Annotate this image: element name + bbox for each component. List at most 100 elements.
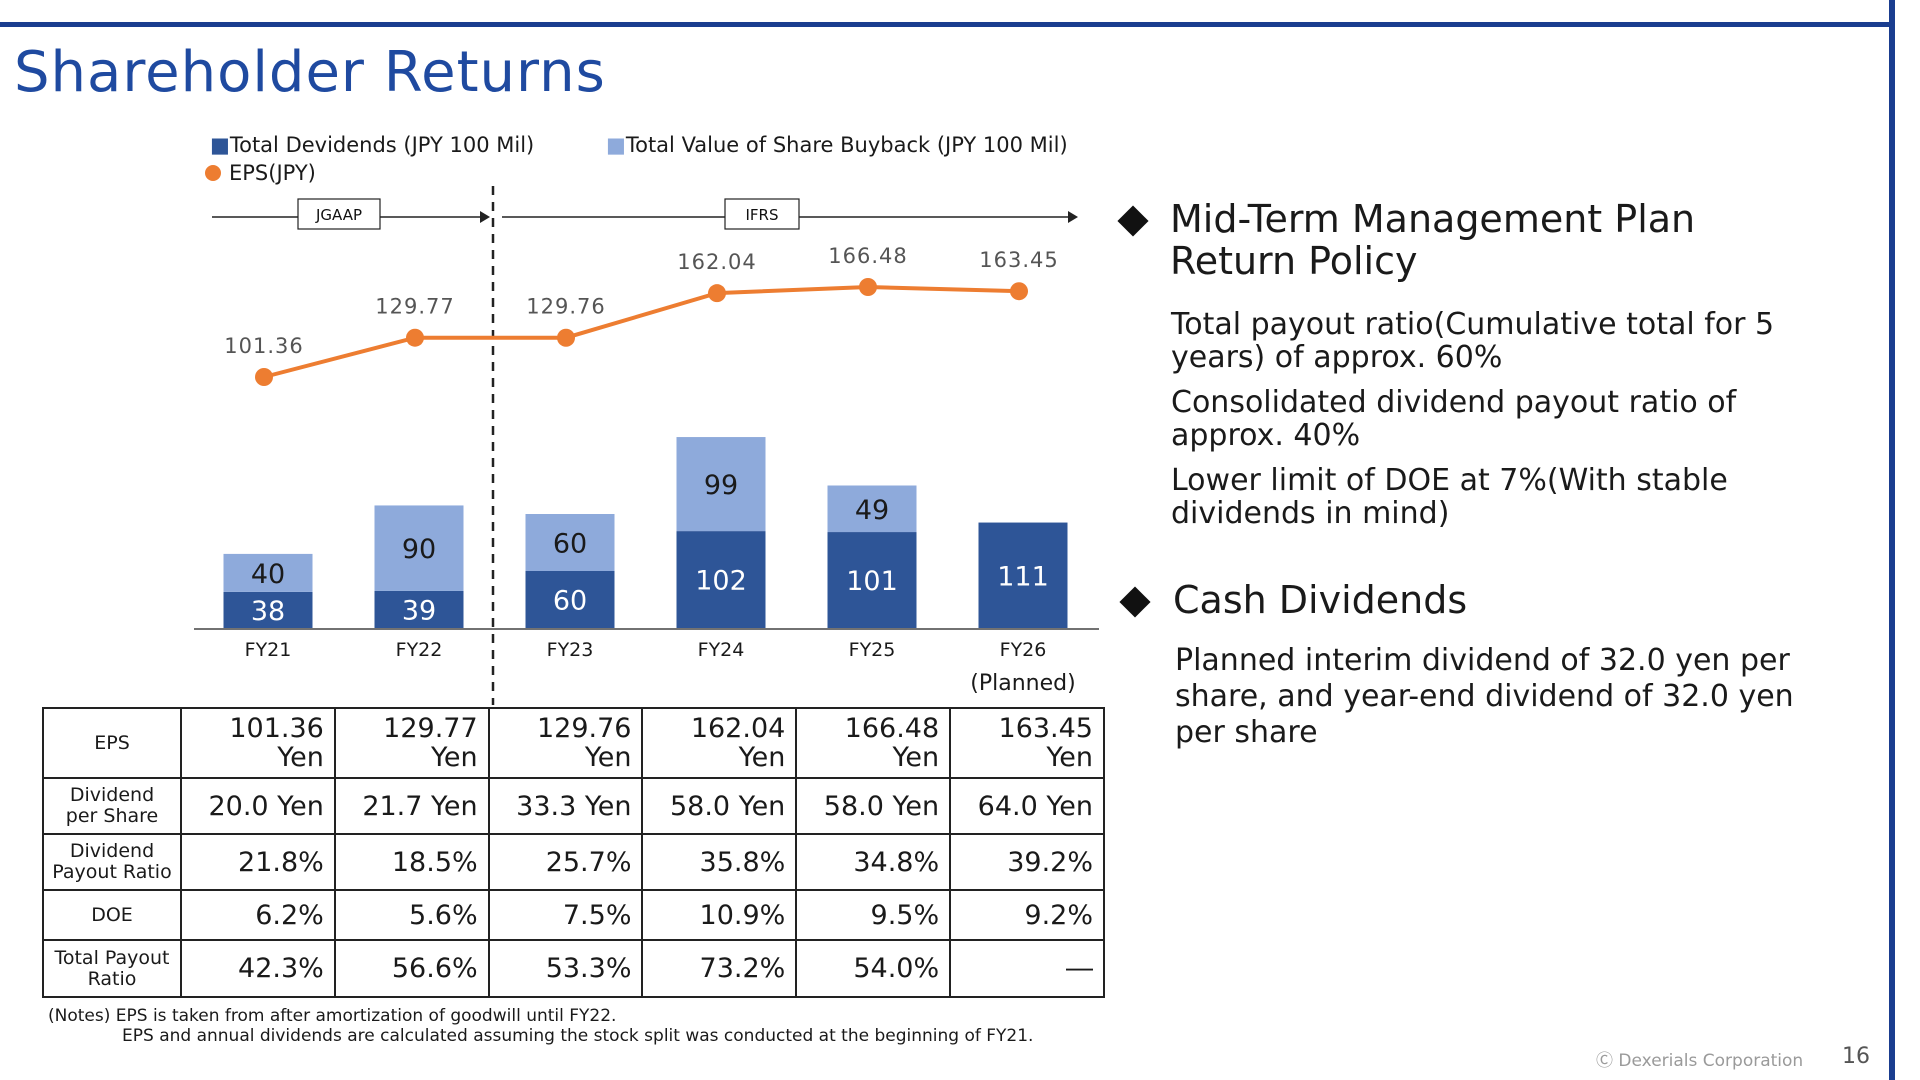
legend-text: Total Value of Share Buyback (JPY 100 Mi… — [625, 133, 1068, 157]
cell-text: 25.7% — [545, 846, 632, 878]
eps-label: 162.04 — [677, 250, 756, 274]
table-cell: 5.6% — [333, 889, 490, 941]
table-cell: 33.3 Yen — [487, 777, 644, 835]
table-cell: 18.5% — [333, 833, 490, 891]
table-cell: 20.0 Yen — [180, 777, 336, 835]
page-number: 16 — [1842, 1044, 1870, 1069]
legend-eps-marker — [205, 165, 221, 181]
bar-buyback — [223, 553, 313, 592]
cell-text: 6.2% — [255, 899, 324, 931]
cell-text: 5.6% — [409, 899, 478, 931]
policy-item-3-line-2: dividends in mind) — [1171, 496, 1450, 531]
policy-item-1-line-1: Total payout ratio(Cumulative total for … — [1171, 307, 1775, 342]
eps-line — [263, 284, 1020, 379]
row-header: DOE — [42, 889, 182, 941]
eps-label: 129.77 — [375, 295, 454, 319]
x-tick-label: FY23 — [547, 639, 594, 661]
policy-heading-line-1: Mid-Term Management Plan — [1170, 197, 1696, 241]
row-header-line: EPS — [94, 731, 130, 754]
cell-text: 73.2% — [699, 953, 786, 984]
cell-text: Yen — [431, 742, 478, 773]
eps-point — [557, 328, 575, 347]
bar-dividends — [223, 591, 313, 628]
returns-table: EPS 101.36 Yen 129.77 Yen 129.76 Yen 162.04 Yen 1… — [42, 707, 1105, 998]
cash-line-1: Planned interim dividend of 32.0 yen per — [1175, 643, 1790, 678]
diamond-bullet-icon — [1119, 586, 1151, 618]
table-cell: 34.8% — [795, 833, 952, 891]
bar-dividends-label: 102 — [695, 566, 747, 597]
table-cell: 6.2% — [180, 889, 336, 941]
policy-item-2-line-1: Consolidated dividend payout ratio of — [1171, 385, 1737, 420]
cell-text: 101.36 — [229, 713, 324, 744]
table-cell: 25.7% — [487, 833, 644, 891]
row-header-line: Ratio — [87, 967, 137, 990]
cash-heading: Cash Dividends — [1173, 578, 1468, 622]
era-box — [724, 198, 800, 230]
policy-item-2-line-2: approx. 40% — [1171, 418, 1361, 453]
table-cell: 58.0 Yen — [795, 777, 952, 835]
bar-dividends — [827, 532, 917, 628]
eps-label: 129.76 — [526, 295, 605, 319]
x-tick-note: (Planned) — [970, 671, 1075, 696]
table-cell: 42.3% — [180, 939, 336, 998]
bar-dividends — [978, 522, 1068, 628]
cell-text: 166.48 — [844, 713, 940, 744]
bar-dividends — [676, 531, 766, 628]
table-cell: 166.48 Yen — [795, 707, 952, 779]
row-header-line: per Share — [65, 805, 159, 827]
shareholder-returns-chart: JGAAP IFRS 38 40 39 90 60 60 102 99 101 49 111 FY21 FY… — [194, 186, 1099, 705]
bar-dividends — [374, 590, 464, 628]
table-cell: 129.77 Yen — [333, 707, 490, 779]
eps-point — [406, 328, 424, 347]
cash-line-3: per share — [1175, 715, 1318, 750]
table-cell: 39.2% — [949, 833, 1105, 891]
x-tick-label: FY22 — [396, 639, 443, 661]
table-cell: 35.8% — [641, 833, 798, 891]
eps-label: 101.36 — [224, 334, 303, 358]
cell-text: 58.0 Yen — [669, 790, 786, 822]
cell-text: Yen — [1046, 742, 1093, 773]
era-label: IFRS — [746, 206, 779, 224]
cell-text: 7.5% — [562, 899, 632, 931]
cell-text: Yen — [277, 742, 324, 773]
table-cell: 162.04 Yen — [641, 707, 798, 779]
table-cell: 101.36 Yen — [180, 707, 336, 779]
cell-text: 33.3 Yen — [516, 790, 632, 822]
notes-line-2: EPS and annual dividends are calculated … — [122, 1026, 1034, 1046]
table-cell: 64.0 Yen — [949, 777, 1105, 835]
era-label: JGAAP — [315, 206, 362, 224]
cell-text: 21.8% — [238, 846, 324, 878]
bar-buyback-label: 90 — [402, 534, 436, 565]
x-tick-label: FY24 — [698, 639, 745, 661]
row-header-line: Dividend — [69, 784, 155, 806]
cell-text: 9.2% — [1024, 899, 1093, 931]
table-cell: 58.0 Yen — [641, 777, 798, 835]
table-cell: 129.76 Yen — [487, 707, 644, 779]
eps-point — [255, 368, 273, 386]
table-row: DOE 6.2% 5.6% 7.5% 10.9% 9.5% 9.2% — [42, 889, 1105, 941]
table-row: Dividend per Share 20.0 Yen 21.7 Yen 33.3 Ye… — [42, 777, 1105, 835]
table-cell: 21.8% — [180, 833, 336, 891]
right-accent-line — [1889, 0, 1895, 1080]
legend-dividends: ■Total Devidends (JPY 100 Mil) — [210, 133, 534, 157]
cell-text: 53.3% — [545, 953, 632, 984]
bar-buyback-label: 49 — [855, 495, 889, 526]
cell-text: 42.3% — [238, 953, 324, 984]
cell-text: ― — [1066, 953, 1093, 984]
row-header: Dividend Payout Ratio — [42, 833, 182, 891]
cell-text: 58.0 Yen — [823, 790, 940, 822]
cell-text: 162.04 — [690, 713, 786, 744]
bar-buyback-label: 40 — [251, 559, 285, 590]
policy-heading-line-2: Return Policy — [1170, 239, 1418, 283]
table-cell: 9.2% — [949, 889, 1105, 941]
table-cell: ― — [949, 939, 1105, 998]
cell-text: 20.0 Yen — [208, 790, 324, 822]
cell-text: 129.77 — [383, 713, 478, 744]
x-tick-label: FY26 — [1000, 639, 1047, 661]
row-header: Total Payout Ratio — [42, 939, 182, 998]
legend-buyback-label: ■Total Value of Share Buyback (JPY 100 M… — [606, 133, 1068, 157]
x-tick-label: FY25 — [849, 639, 896, 661]
cell-text: 9.5% — [870, 899, 940, 931]
top-accent-line — [0, 22, 1895, 27]
cell-text: 129.76 — [537, 713, 632, 744]
